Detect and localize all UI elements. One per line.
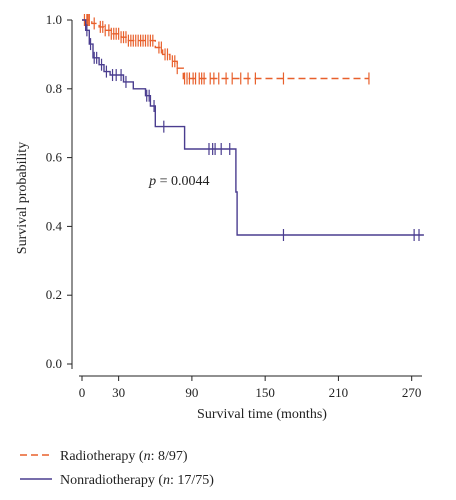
x-tick-label: 90 — [185, 385, 198, 400]
y-tick-label: 0.8 — [46, 81, 62, 96]
legend-count-radiotherapy: : 8/97) — [151, 449, 188, 464]
survival-curve-radiotherapy — [82, 19, 369, 80]
p-value-text: = 0.0044 — [156, 174, 209, 189]
x-tick-label: 210 — [329, 385, 349, 400]
legend-entry-radiotherapy: Radiotherapy (n: 8/97) — [60, 449, 188, 464]
y-tick-label: 0.0 — [46, 356, 62, 371]
legend-paren-radiotherapy: ( — [139, 449, 144, 464]
p-value-symbol: p — [148, 174, 156, 189]
legend-entry-nonradiotherapy: Nonradiotherapy (n: 17/75) — [60, 473, 214, 488]
legend-name-nonradiotherapy: Nonradiotherapy — [60, 473, 155, 488]
x-tick-label: 150 — [255, 385, 275, 400]
legend-n-radiotherapy: n — [144, 449, 151, 464]
y-tick-label: 0.4 — [46, 218, 63, 233]
legend-name-radiotherapy: Radiotherapy — [60, 449, 135, 464]
legend-count-nonradiotherapy: : 17/75) — [170, 473, 214, 488]
axes — [71, 20, 422, 377]
survival-curve-nonradiotherapy — [82, 19, 424, 236]
x-tick-label: 270 — [402, 385, 422, 400]
legend-n-nonradiotherapy: n — [163, 473, 170, 488]
y-tick-label: 0.6 — [46, 150, 63, 165]
y-axis-label: Survival probability — [15, 142, 30, 254]
x-tick-label: 0 — [79, 385, 86, 400]
y-tick-label: 0.2 — [46, 287, 62, 302]
legend: Radiotherapy (n: 8/97) Nonradiotherapy (… — [20, 449, 214, 488]
x-axis-label: Survival time (months) — [197, 407, 327, 422]
p-value-annotation: p = 0.0044 — [148, 174, 209, 189]
survival-curves — [82, 14, 424, 241]
y-tick-label: 1.0 — [46, 12, 62, 27]
tick-marks: 0.0 0.2 0.4 0.6 0.8 1.0 0 30 90 150 210 270 — [46, 12, 422, 400]
x-tick-label: 30 — [112, 385, 125, 400]
legend-paren-nonradiotherapy: ( — [158, 473, 163, 488]
